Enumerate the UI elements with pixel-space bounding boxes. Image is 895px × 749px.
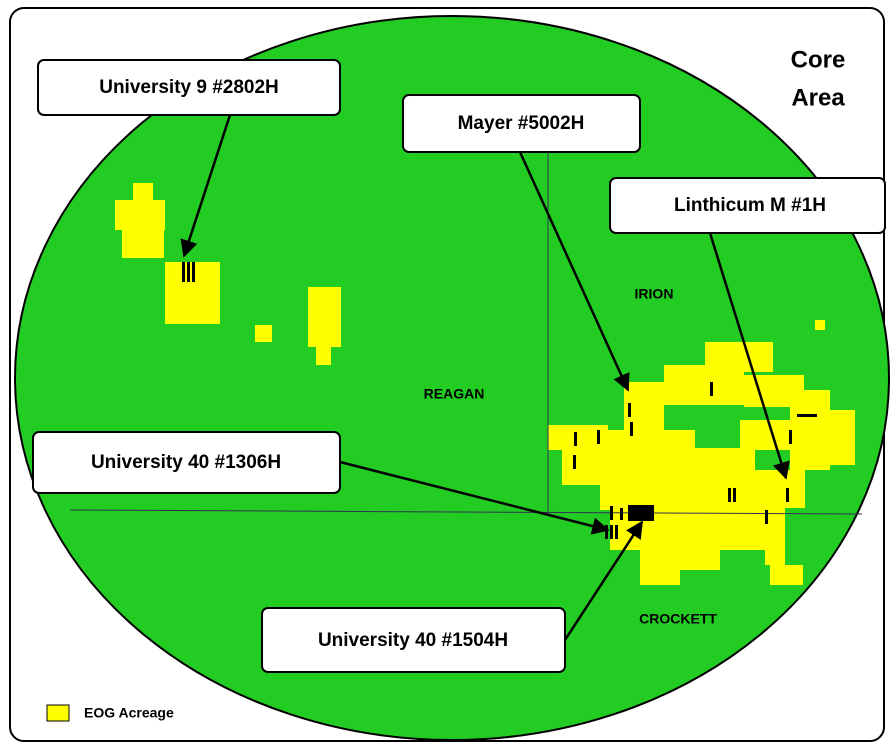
county-lines <box>69 145 863 515</box>
title-line: Core <box>791 46 846 73</box>
callout-boxes <box>32 59 886 673</box>
callout-label: Mayer #5002H <box>458 113 585 134</box>
legend-swatch <box>46 704 70 722</box>
callout-label: University 40 #1504H <box>318 630 508 651</box>
title-line: Area <box>791 84 845 111</box>
callout-label: University 9 #2802H <box>99 77 279 98</box>
county-label: REAGAN <box>424 386 485 402</box>
acreage <box>115 183 855 585</box>
arrows <box>180 114 790 641</box>
county-label: IRION <box>635 286 674 302</box>
callout-label: University 40 #1306H <box>91 452 281 473</box>
county-label: CROCKETT <box>639 611 717 627</box>
legend-label: EOG Acreage <box>84 705 174 721</box>
wells <box>182 262 817 539</box>
callout-label: Linthicum M #1H <box>674 195 826 216</box>
